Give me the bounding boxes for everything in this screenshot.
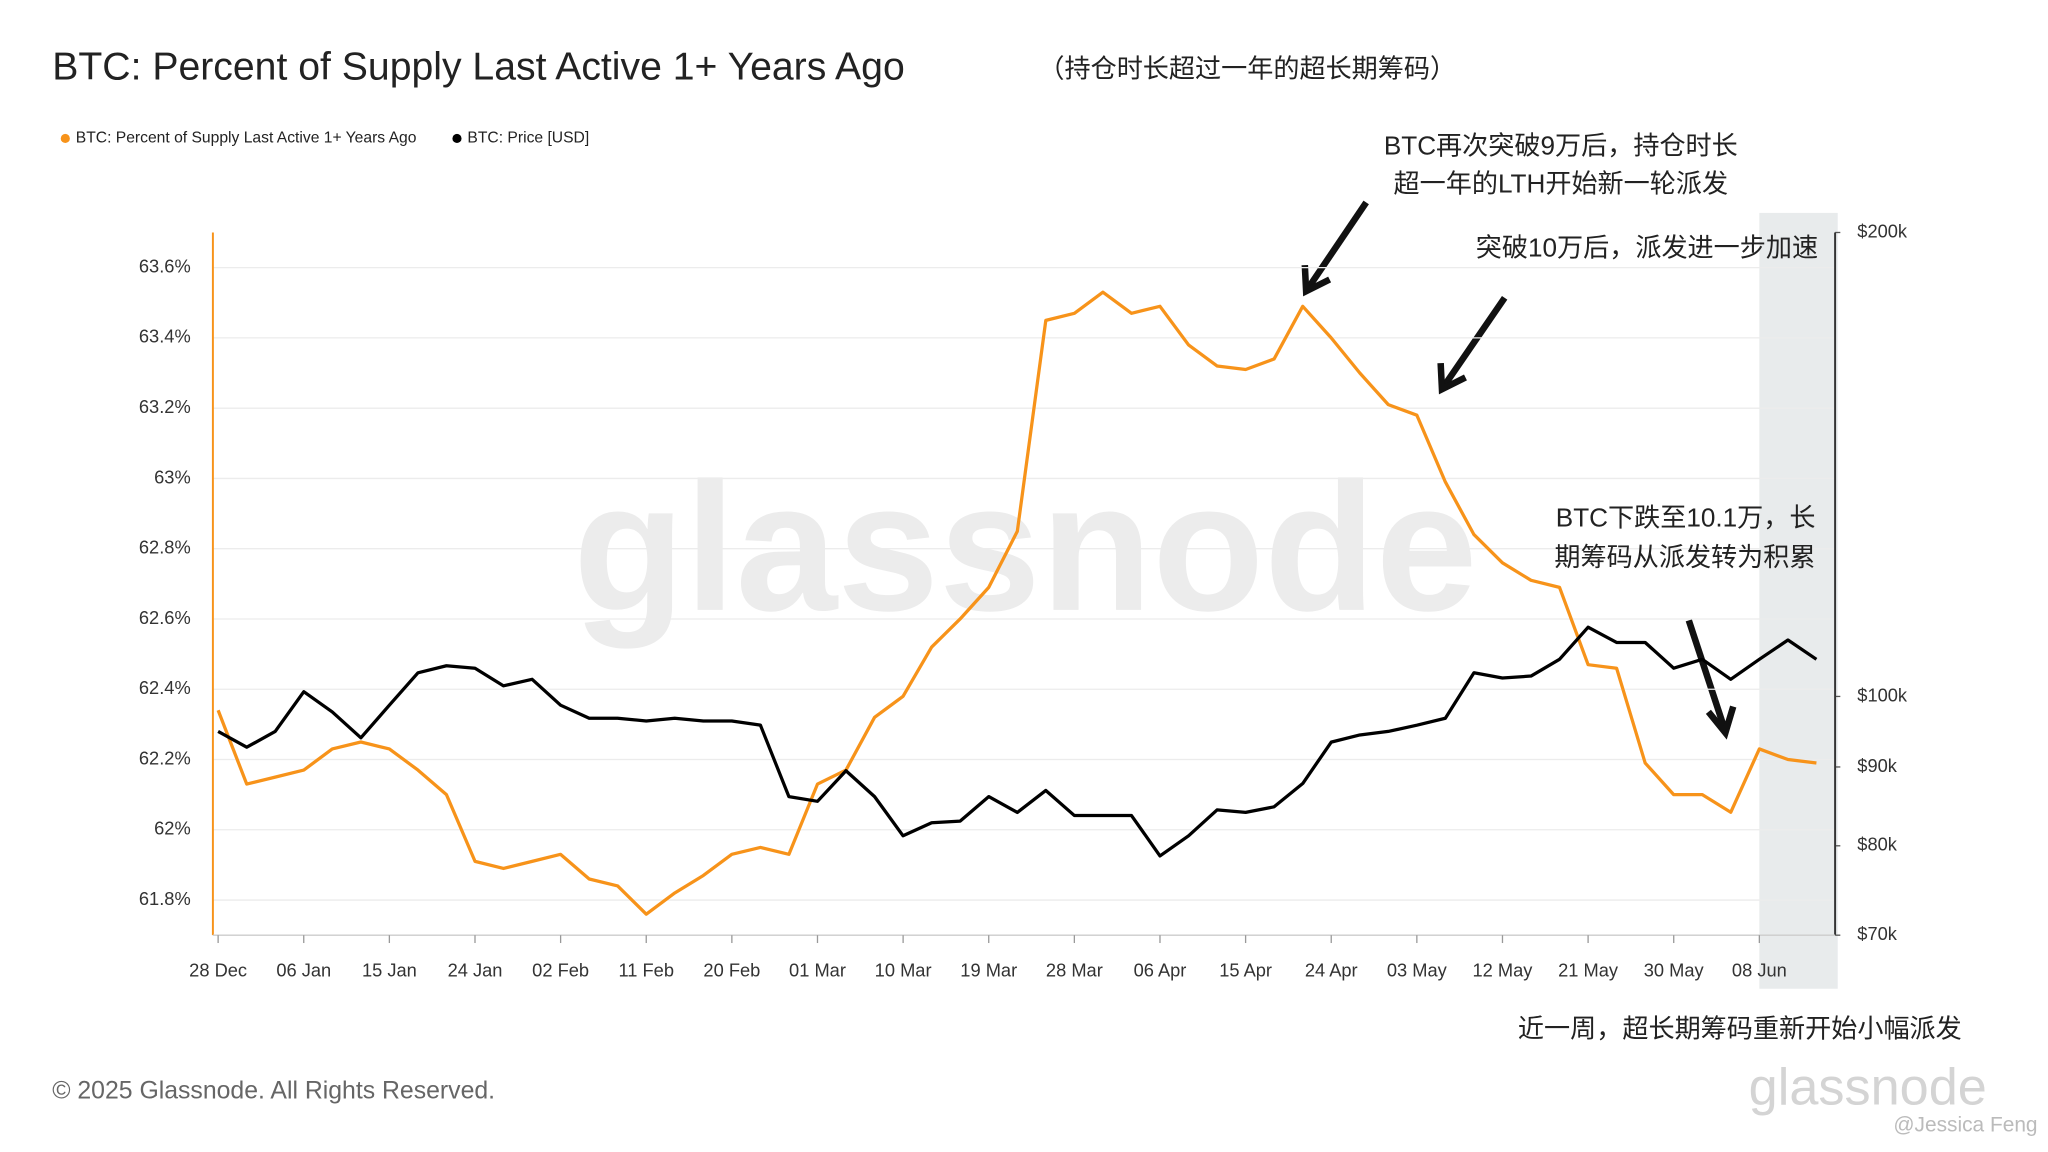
credit: @Jessica Feng (1893, 1113, 2037, 1136)
y2-tick-label: $100k (1857, 684, 1908, 705)
legend-marker (60, 133, 70, 144)
annotation: BTC下跌至10.1万，长 (1556, 503, 1816, 533)
arrow (1441, 295, 1508, 388)
footer: © 2025 Glassnode. All Rights Reserved. (52, 1077, 495, 1104)
y-tick-label: 63.6% (139, 255, 191, 276)
x-tick-label: 28 Dec (189, 960, 247, 981)
series-line (216, 290, 1817, 916)
annotation: 超一年的LTH开始新一轮派发 (1394, 168, 1729, 198)
x-tick-label: 21 May (1558, 960, 1619, 981)
legend-label: BTC: Price [USD] (467, 130, 589, 147)
x-tick-label: 15 Apr (1219, 960, 1272, 981)
annotation: 突破10万后，派发进一步加速 (1476, 232, 1818, 262)
y2-tick-label: $70k (1857, 923, 1897, 944)
x-tick-label: 06 Apr (1134, 960, 1187, 981)
x-tick-label: 30 May (1644, 960, 1705, 981)
x-tick-label: 20 Feb (703, 960, 760, 981)
x-tick-label: 28 Mar (1046, 960, 1103, 981)
y-tick-label: 62.6% (139, 607, 191, 628)
x-tick-label: 01 Mar (789, 960, 846, 981)
y-tick-label: 62.2% (139, 747, 191, 768)
y-tick-label: 63.4% (139, 326, 191, 347)
y2-tick-label: $200k (1857, 220, 1908, 241)
y2-tick-label: $90k (1857, 755, 1897, 776)
legend-label: BTC: Percent of Supply Last Active 1+ Ye… (76, 130, 417, 147)
x-tick-label: 15 Jan (362, 960, 417, 981)
annotation: BTC再次突破9万后，持仓时长 (1384, 130, 1738, 160)
arrows (1301, 200, 1737, 740)
legend-marker (452, 133, 462, 144)
x-tick-label: 06 Jan (276, 960, 331, 981)
y-tick-label: 62% (154, 818, 191, 839)
arrow (1306, 200, 1369, 290)
arrow (1685, 619, 1728, 729)
arrow-head (1301, 264, 1332, 297)
y2-tick-label: $80k (1857, 834, 1897, 855)
x-tick-label: 24 Jan (448, 960, 503, 981)
annotation: 期筹码从派发转为积累 (1554, 542, 1815, 572)
x-tick-label: 03 May (1387, 960, 1448, 981)
x-tick-label: 08 Jun (1732, 960, 1787, 981)
x-tick-label: 02 Feb (532, 960, 589, 981)
chart-subtitle: （持仓时长超过一年的超长期筹码） (1038, 53, 1456, 83)
x-tick-label: 24 Apr (1305, 960, 1358, 981)
arrow-head (1437, 362, 1467, 395)
annotation: 近一周，超长期筹码重新开始小幅派发 (1518, 1013, 1962, 1043)
x-tick-label: 19 Mar (960, 960, 1017, 981)
x-tick-label: 11 Feb (618, 960, 674, 981)
highlight-band (1759, 212, 1838, 989)
series-line (217, 625, 1818, 858)
y-tick-label: 63.2% (139, 396, 191, 417)
x-tick-label: 10 Mar (875, 960, 932, 981)
y-tick-label: 63% (154, 466, 191, 487)
y-tick-label: 62.8% (139, 537, 191, 558)
y-tick-label: 61.8% (139, 888, 191, 909)
logo: glassnode (1749, 1058, 1987, 1116)
chart-title: BTC: Percent of Supply Last Active 1+ Ye… (52, 46, 905, 89)
y-tick-label: 62.4% (139, 677, 191, 698)
x-tick-label: 12 May (1473, 960, 1534, 981)
arrow-head (1705, 705, 1737, 740)
